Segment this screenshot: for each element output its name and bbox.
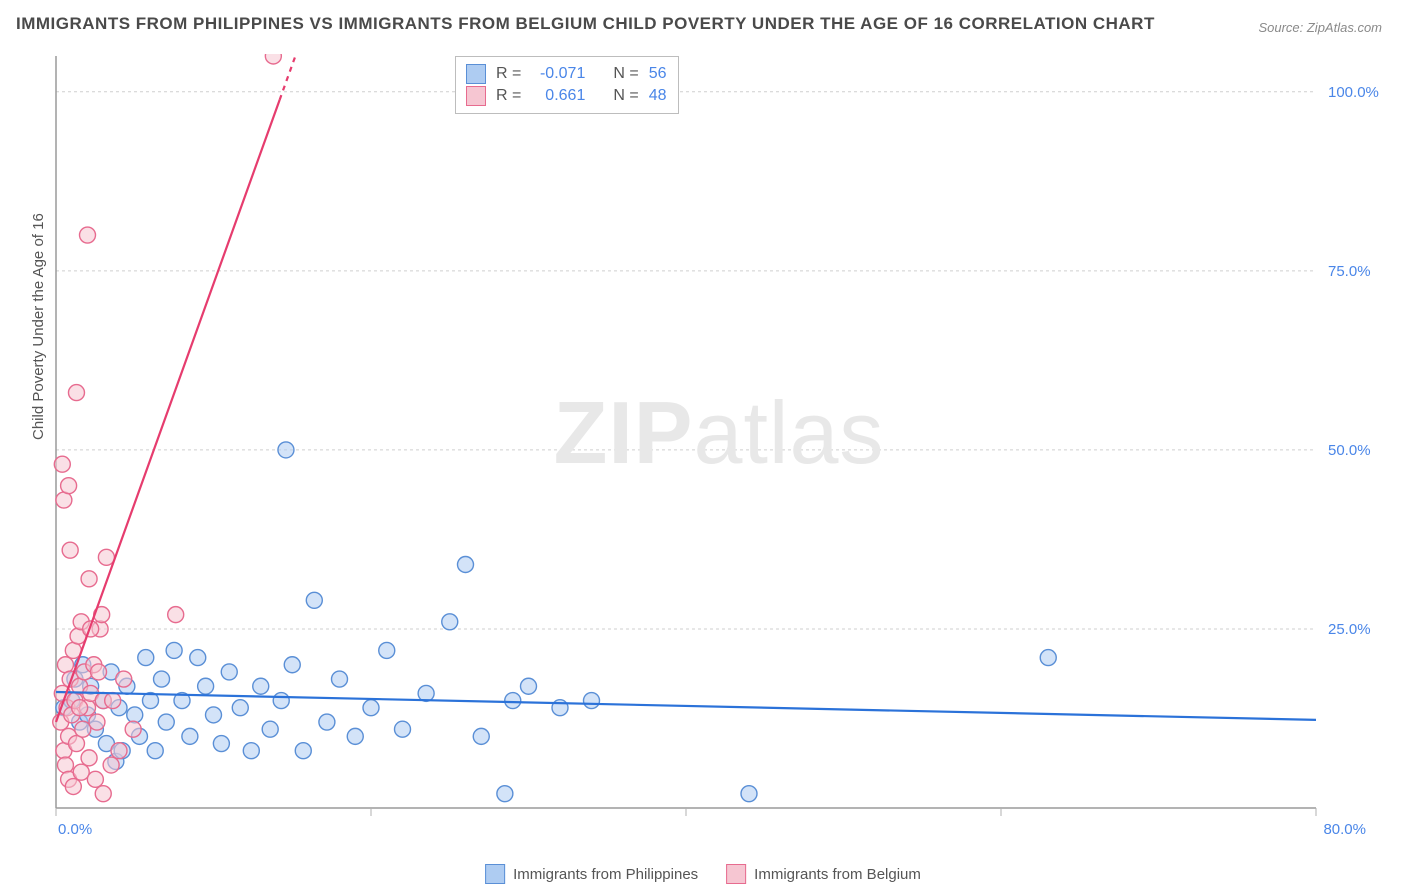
corr-swatch-0 <box>466 64 486 84</box>
svg-text:80.0%: 80.0% <box>1323 821 1366 838</box>
legend-item-0: Immigrants from Philippines <box>485 864 698 884</box>
corr-n-label-1: N = <box>613 85 638 107</box>
legend-label-0: Immigrants from Philippines <box>513 866 698 883</box>
corr-n-value-0: 56 <box>649 63 667 85</box>
legend-label-1: Immigrants from Belgium <box>754 866 921 883</box>
svg-text:100.0%: 100.0% <box>1328 84 1379 101</box>
corr-r-value-0: -0.071 <box>531 63 585 85</box>
legend-swatch-0 <box>485 864 505 884</box>
legend-item-1: Immigrants from Belgium <box>726 864 921 884</box>
corr-n-label-0: N = <box>613 63 638 85</box>
source-label: Source: ZipAtlas.com <box>1258 20 1382 35</box>
corr-n-value-1: 48 <box>649 85 667 107</box>
chart-title: IMMIGRANTS FROM PHILIPPINES VS IMMIGRANT… <box>16 14 1155 34</box>
corr-r-value-1: 0.661 <box>531 85 585 107</box>
svg-text:75.0%: 75.0% <box>1328 263 1371 280</box>
legend-swatch-1 <box>726 864 746 884</box>
corr-row-0: R = -0.071 N = 56 <box>466 63 666 85</box>
svg-text:25.0%: 25.0% <box>1328 621 1371 638</box>
svg-text:0.0%: 0.0% <box>58 821 92 838</box>
chart-svg: 25.0% 50.0% 75.0% 100.0% 0.0% 80.0% <box>52 54 1386 844</box>
bottom-legend: Immigrants from Philippines Immigrants f… <box>485 864 921 884</box>
plot-area: ZIPatlas 25.0%50.0%75.0%100.0%0.0%80.0% <box>52 54 1386 844</box>
y-axis-label: Child Poverty Under the Age of 16 <box>30 213 47 440</box>
corr-swatch-1 <box>466 86 486 106</box>
corr-r-label-0: R = <box>496 63 521 85</box>
corr-r-label-1: R = <box>496 85 521 107</box>
corr-row-1: R = 0.661 N = 48 <box>466 85 666 107</box>
svg-text:50.0%: 50.0% <box>1328 442 1371 459</box>
correlation-box: R = -0.071 N = 56 R = 0.661 N = 48 <box>455 56 679 114</box>
